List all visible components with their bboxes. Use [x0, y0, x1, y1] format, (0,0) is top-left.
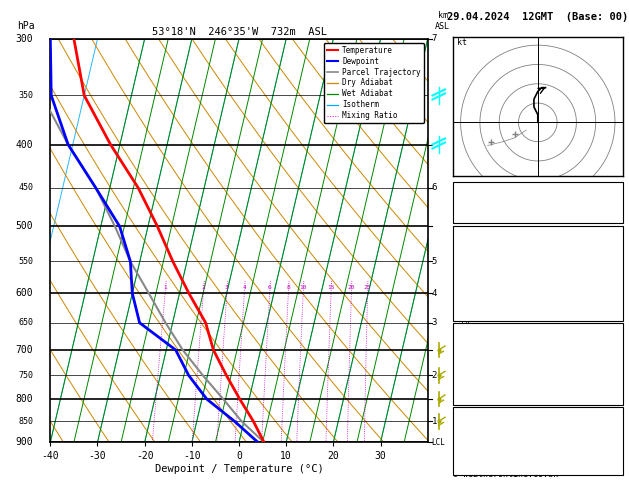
- Text: 600: 600: [16, 288, 33, 298]
- Legend: Temperature, Dewpoint, Parcel Trajectory, Dry Adiabat, Wet Adiabat, Isotherm, Mi: Temperature, Dewpoint, Parcel Trajectory…: [324, 43, 424, 123]
- Text: 15: 15: [327, 285, 335, 290]
- Text: 3: 3: [431, 318, 437, 327]
- Text: Lifted Index: Lifted Index: [457, 366, 521, 375]
- Title: 53°18'N  246°35'W  732m  ASL: 53°18'N 246°35'W 732m ASL: [152, 27, 326, 37]
- Text: Temp (°C): Temp (°C): [457, 242, 505, 250]
- Text: 2: 2: [431, 371, 437, 380]
- Text: 700: 700: [16, 345, 33, 355]
- Text: EH: EH: [457, 423, 467, 432]
- Text: 237°: 237°: [598, 451, 619, 459]
- Text: 301: 301: [603, 269, 619, 278]
- Text: km
ASL: km ASL: [435, 11, 450, 31]
- Text: Totals Totals: Totals Totals: [457, 198, 526, 207]
- Text: 3: 3: [225, 285, 229, 290]
- Text: 0: 0: [613, 296, 619, 305]
- Text: Pressure (mb): Pressure (mb): [457, 339, 526, 348]
- Text: 1: 1: [431, 417, 437, 426]
- Text: 4: 4: [242, 285, 246, 290]
- Text: 6: 6: [268, 285, 272, 290]
- Text: 2: 2: [613, 437, 619, 446]
- Text: 900: 900: [16, 437, 33, 447]
- Text: CAPE (J): CAPE (J): [457, 296, 499, 305]
- Text: 303: 303: [603, 353, 619, 362]
- Text: 1.19: 1.19: [598, 212, 619, 221]
- Text: StmDir: StmDir: [457, 451, 489, 459]
- Text: 800: 800: [16, 394, 33, 404]
- Text: CIN (J): CIN (J): [457, 310, 494, 318]
- Text: 8: 8: [286, 285, 290, 290]
- Text: θᵉ (K): θᵉ (K): [457, 353, 489, 362]
- Text: 25: 25: [364, 285, 371, 290]
- Text: hPa: hPa: [17, 21, 35, 31]
- Text: 850: 850: [603, 339, 619, 348]
- Text: 10: 10: [299, 285, 307, 290]
- Text: © weatheronline.co.uk: © weatheronline.co.uk: [453, 469, 558, 479]
- Text: θᵉ(K): θᵉ(K): [457, 269, 484, 278]
- Text: 1: 1: [613, 380, 619, 389]
- Text: 29.04.2024  12GMT  (Base: 00): 29.04.2024 12GMT (Base: 00): [447, 12, 628, 22]
- Text: CAPE (J): CAPE (J): [457, 380, 499, 389]
- Text: 650: 650: [18, 318, 33, 327]
- Text: Surface: Surface: [519, 228, 557, 237]
- Text: 450: 450: [18, 183, 33, 192]
- Text: StmSpd (kt): StmSpd (kt): [457, 464, 516, 473]
- X-axis label: Dewpoint / Temperature (°C): Dewpoint / Temperature (°C): [155, 464, 323, 474]
- Text: Dewp (°C): Dewp (°C): [457, 255, 505, 264]
- Text: 500: 500: [16, 222, 33, 231]
- Text: 7: 7: [431, 35, 437, 43]
- Text: kt: kt: [457, 38, 467, 47]
- Text: 2: 2: [613, 282, 619, 291]
- Text: 2: 2: [201, 285, 205, 290]
- Text: 4: 4: [613, 255, 619, 264]
- Text: CIN (J): CIN (J): [457, 394, 494, 402]
- Text: 4: 4: [613, 464, 619, 473]
- Text: 26: 26: [608, 185, 619, 193]
- Text: 400: 400: [16, 139, 33, 150]
- Text: LCL: LCL: [431, 438, 445, 447]
- Text: 5: 5: [431, 257, 437, 266]
- Text: 0: 0: [613, 310, 619, 318]
- Text: Hodograph: Hodograph: [514, 410, 562, 418]
- Text: 20: 20: [348, 285, 355, 290]
- Text: -4: -4: [608, 423, 619, 432]
- Text: Mixing Ratio (g/kg): Mixing Ratio (g/kg): [461, 254, 470, 348]
- Text: 850: 850: [18, 417, 33, 426]
- Text: 4: 4: [431, 289, 437, 298]
- Text: 5.3: 5.3: [603, 242, 619, 250]
- Text: K: K: [457, 185, 462, 193]
- Text: 750: 750: [18, 371, 33, 380]
- Text: 56: 56: [608, 198, 619, 207]
- Text: Lifted Index: Lifted Index: [457, 282, 521, 291]
- Text: 300: 300: [16, 34, 33, 44]
- Text: 6: 6: [431, 183, 437, 192]
- Text: 1: 1: [613, 366, 619, 375]
- Text: SREH: SREH: [457, 437, 478, 446]
- Text: 350: 350: [18, 91, 33, 100]
- Text: PW (cm): PW (cm): [457, 212, 494, 221]
- Text: 37: 37: [608, 394, 619, 402]
- Text: Most Unstable: Most Unstable: [503, 326, 573, 334]
- Text: 1: 1: [163, 285, 167, 290]
- Text: 550: 550: [18, 257, 33, 266]
